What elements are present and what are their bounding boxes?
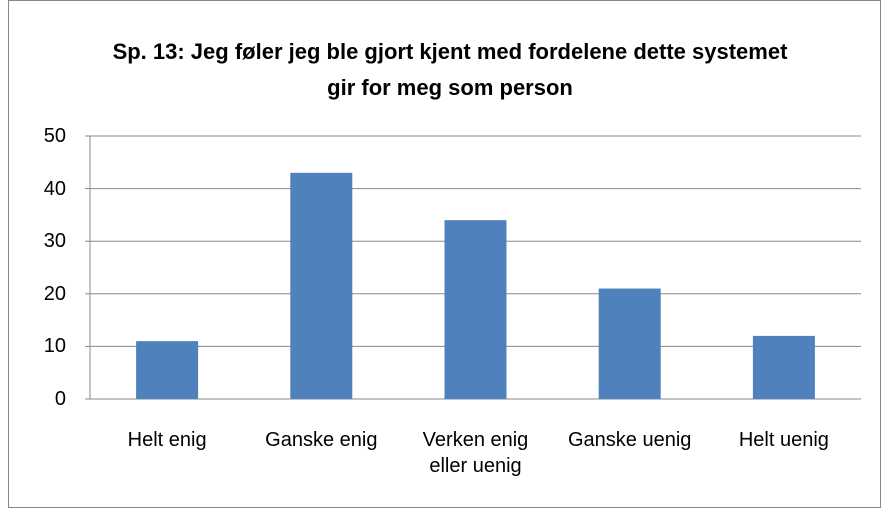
bar — [444, 220, 507, 399]
y-tick-label: 0 — [54, 388, 66, 410]
x-tick-label: Helt enig — [127, 429, 207, 451]
y-tick-label: 40 — [43, 177, 66, 200]
y-tick-label: 10 — [43, 335, 66, 358]
chart-title: Sp. 13: Jeg føler jeg ble gjort kjent me… — [112, 39, 788, 100]
bar — [752, 335, 815, 399]
y-tick-label: 20 — [43, 282, 66, 305]
bar — [136, 341, 199, 399]
y-tick-label: 30 — [43, 230, 66, 253]
y-tick-label: 50 — [43, 125, 66, 147]
x-tick-label: Ganske enig — [265, 429, 378, 451]
x-tick-label: Helt uenig — [738, 429, 829, 451]
x-tick-label: Ganske uenig — [567, 429, 692, 451]
chart-border — [8, 0, 881, 508]
bar — [598, 288, 661, 399]
x-tick-label: Verken enig eller uenig — [422, 429, 529, 477]
bar — [290, 172, 353, 399]
